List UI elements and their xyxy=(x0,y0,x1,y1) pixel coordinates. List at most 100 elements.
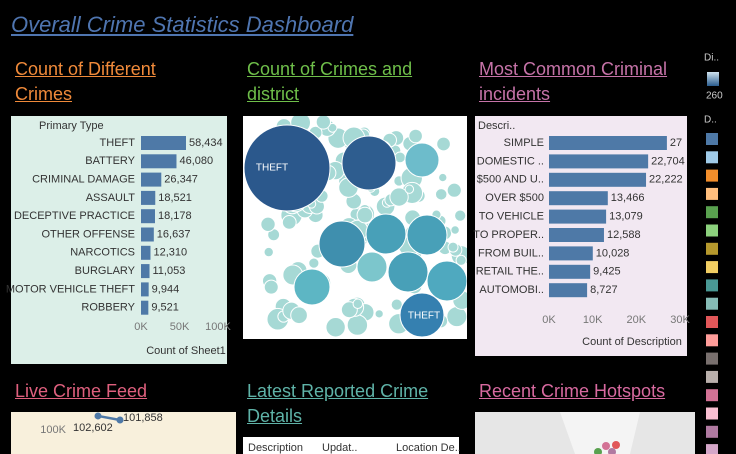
bar xyxy=(141,282,149,297)
value-label: 46,080 xyxy=(179,155,213,167)
table-header: Description xyxy=(248,442,303,454)
legend-text: 260 xyxy=(706,91,723,102)
bubble xyxy=(356,206,374,224)
category-label: AUTOMOBI.. xyxy=(479,284,544,296)
value-label: 18,178 xyxy=(158,210,192,222)
legend-text: Di.. xyxy=(704,53,719,64)
x-axis-label: Count of Sheet1 xyxy=(146,345,226,357)
value-label: 27 xyxy=(670,137,682,149)
map-land xyxy=(560,412,640,454)
x-tick-label: 30K xyxy=(670,314,690,326)
x-tick-label: 0K xyxy=(134,321,148,333)
line xyxy=(97,414,121,422)
bubble xyxy=(399,292,445,338)
bar xyxy=(141,190,156,205)
legend-swatch xyxy=(706,389,718,402)
panel xyxy=(243,437,459,454)
category-label: MOTOR VEHICLE THEFT xyxy=(6,283,135,295)
bubble-chart: THEFT THEFT xyxy=(243,116,467,338)
y-tick-label: 100K xyxy=(40,424,66,436)
bubble xyxy=(318,220,366,268)
bubble xyxy=(434,188,448,201)
column-header: Primary Type xyxy=(39,120,104,132)
panel xyxy=(11,412,236,454)
bubble xyxy=(404,142,440,178)
bubble xyxy=(356,251,388,283)
bubble-label: THEFT xyxy=(408,311,440,322)
dashboard-title: Overall Crime Statistics Dashboard xyxy=(11,12,354,37)
bar xyxy=(549,172,647,187)
bubble xyxy=(447,241,459,253)
value-label: 58,434 xyxy=(189,137,223,149)
bubble xyxy=(389,187,409,207)
bar xyxy=(141,209,155,224)
value-label: 16,637 xyxy=(157,228,191,240)
x-tick-label: 10K xyxy=(583,314,603,326)
value-label: 26,347 xyxy=(164,174,198,186)
legend-swatch xyxy=(706,187,718,200)
bar xyxy=(141,136,186,150)
bar xyxy=(549,136,667,150)
bar xyxy=(549,283,588,298)
x-tick-label: 50K xyxy=(170,321,190,333)
legend-swatch xyxy=(706,370,718,383)
bubble xyxy=(315,116,331,130)
legend-swatch xyxy=(706,334,718,347)
bubble xyxy=(290,306,308,325)
bar xyxy=(549,246,593,261)
bubble xyxy=(406,214,448,256)
bubble xyxy=(325,317,346,338)
value-label: 13,079 xyxy=(609,211,643,223)
legend-swatch xyxy=(706,224,718,237)
bubble xyxy=(408,128,423,144)
category-label: FROM BUIL.. xyxy=(478,247,544,259)
point xyxy=(116,416,124,424)
bubble xyxy=(374,309,384,319)
category-label: SIMPLE xyxy=(504,137,544,149)
legend-swatch xyxy=(706,444,718,454)
bar xyxy=(141,264,150,279)
bar xyxy=(549,264,591,279)
legend-swatch xyxy=(706,407,718,420)
column-header: Descri.. xyxy=(478,120,515,132)
bubble xyxy=(308,257,320,269)
bubble xyxy=(450,225,460,235)
legend-swatch xyxy=(706,316,718,328)
bubble xyxy=(454,209,467,222)
bubble xyxy=(426,260,467,302)
map-dot xyxy=(608,448,616,454)
map-dot xyxy=(602,442,610,450)
panel-heading: Most Common Criminal incidents xyxy=(479,59,668,104)
bubble xyxy=(263,246,274,258)
value-label: 9,425 xyxy=(593,266,621,278)
legend-swatch xyxy=(706,352,718,365)
legend-swatch xyxy=(706,297,718,310)
point xyxy=(94,412,102,420)
category-label: TO VEHICLE xyxy=(479,211,544,223)
map-dot xyxy=(612,441,620,449)
bubble xyxy=(455,254,467,266)
panel-heading: Live Crime Feed xyxy=(15,381,148,401)
legend-swatch xyxy=(706,133,718,145)
legend-swatch xyxy=(706,261,718,274)
value-label: 13,466 xyxy=(611,192,645,204)
panel-heading: Count of Crimes and district xyxy=(247,59,413,104)
table-header: Updat.. xyxy=(322,442,357,454)
category-label: DECEPTIVE PRACTICE xyxy=(14,210,135,222)
legend-swatch xyxy=(706,169,718,182)
bubble xyxy=(293,268,331,306)
bar xyxy=(141,227,154,242)
bubble xyxy=(365,213,407,255)
value-label: 9,944 xyxy=(152,283,180,295)
bar xyxy=(141,154,177,169)
value-label: 22,704 xyxy=(651,155,685,167)
x-tick-label: 20K xyxy=(627,314,647,326)
legend-swatch xyxy=(706,206,718,219)
category-label: $500 AND U.. xyxy=(477,174,544,186)
value-label: 12,310 xyxy=(153,247,187,259)
legend-swatch xyxy=(706,425,718,438)
value-label: 102,602 xyxy=(73,422,113,434)
category-label: DOMESTIC .. xyxy=(477,155,544,167)
category-label: NARCOTICS xyxy=(70,247,135,259)
